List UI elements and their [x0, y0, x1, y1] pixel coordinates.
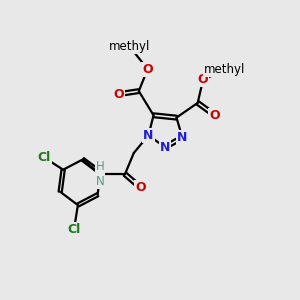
Text: N: N	[160, 141, 170, 154]
Text: methyl: methyl	[109, 40, 150, 53]
Text: methyl: methyl	[203, 63, 245, 76]
Text: Cl: Cl	[68, 223, 81, 236]
Text: O: O	[114, 88, 124, 100]
Text: Cl: Cl	[38, 151, 51, 164]
Text: O: O	[142, 62, 153, 76]
Text: N: N	[177, 131, 188, 144]
Text: O: O	[135, 181, 146, 194]
Text: O: O	[198, 74, 208, 86]
Text: N: N	[143, 129, 154, 142]
Text: H
N: H N	[96, 160, 104, 188]
Text: O: O	[209, 109, 220, 122]
